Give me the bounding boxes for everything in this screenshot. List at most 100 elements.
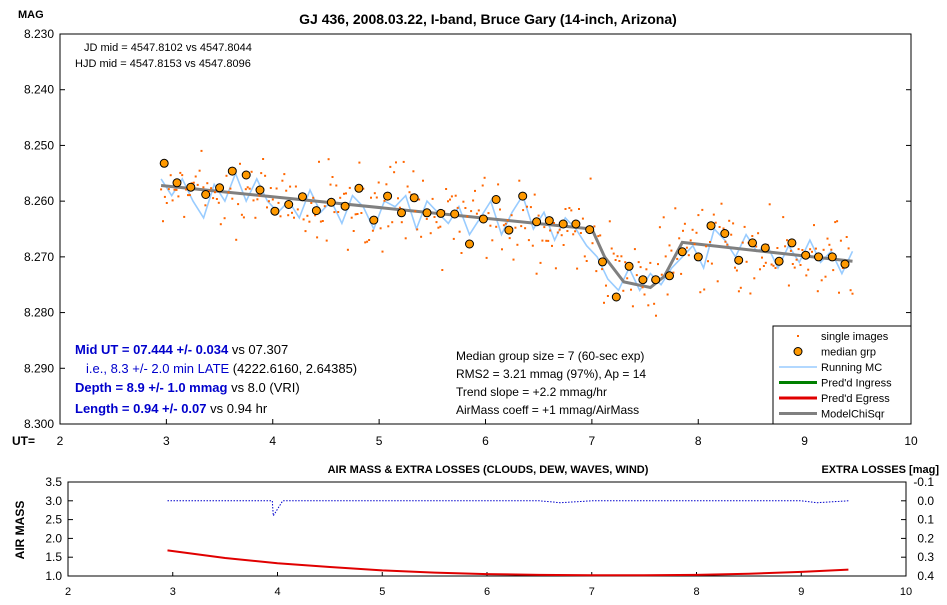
legend-swatch-circle bbox=[793, 347, 803, 356]
single-image-point bbox=[603, 301, 605, 304]
single-image-point bbox=[464, 207, 467, 209]
single-image-point bbox=[789, 249, 792, 252]
single-image-point bbox=[267, 200, 270, 203]
single-image-point bbox=[776, 247, 779, 249]
single-image-point bbox=[302, 218, 305, 221]
single-image-point bbox=[356, 213, 359, 215]
median-group-point bbox=[665, 271, 674, 281]
single-image-point bbox=[595, 270, 598, 273]
losses-tick-label: 0.3 bbox=[917, 550, 934, 564]
single-image-point bbox=[389, 165, 392, 168]
single-image-point bbox=[449, 198, 451, 201]
single-image-point bbox=[502, 224, 505, 227]
median-group-point bbox=[774, 256, 784, 266]
single-image-point bbox=[612, 252, 615, 255]
single-image-point bbox=[408, 191, 411, 194]
single-image-point bbox=[653, 302, 656, 305]
single-image-point bbox=[281, 179, 284, 182]
single-image-point bbox=[462, 200, 465, 203]
single-image-point bbox=[660, 273, 663, 276]
single-image-point bbox=[508, 237, 511, 240]
median-group-point bbox=[814, 252, 823, 262]
single-image-point bbox=[797, 248, 800, 251]
single-image-point bbox=[352, 230, 355, 232]
single-image-point bbox=[162, 220, 164, 223]
single-image-point bbox=[185, 188, 188, 191]
median-group-point bbox=[598, 257, 607, 267]
single-image-point bbox=[310, 202, 313, 204]
single-image-point bbox=[308, 220, 311, 223]
single-image-point bbox=[631, 305, 634, 308]
median-group-point bbox=[369, 215, 379, 225]
single-image-point bbox=[574, 230, 577, 233]
single-image-point bbox=[329, 183, 332, 186]
single-image-point bbox=[608, 220, 611, 223]
single-image-point bbox=[204, 204, 207, 207]
single-image-point bbox=[539, 261, 542, 264]
single-image-point bbox=[626, 277, 629, 280]
median-group-point bbox=[201, 190, 211, 199]
length-result-bold: Length = 0.94 +/- 0.07 bbox=[75, 401, 207, 416]
median-group-point bbox=[611, 292, 621, 302]
depth-result-bold: Depth = 8.9 +/- 1.0 mmag bbox=[75, 380, 228, 395]
single-image-point bbox=[668, 244, 671, 247]
single-image-point bbox=[655, 314, 657, 317]
single-image-point bbox=[339, 196, 342, 199]
airmass-x-tick-label: 10 bbox=[900, 586, 912, 598]
single-image-point bbox=[202, 186, 205, 189]
single-image-point bbox=[250, 170, 253, 173]
single-image-point bbox=[445, 188, 448, 190]
single-image-point bbox=[458, 230, 461, 233]
median-group-point bbox=[491, 195, 501, 204]
single-image-point bbox=[491, 239, 494, 242]
airmass-x-tick-label: 5 bbox=[379, 586, 385, 598]
single-image-point bbox=[745, 260, 748, 263]
single-image-point bbox=[610, 247, 613, 250]
main-plot-area bbox=[59, 33, 912, 425]
single-image-point bbox=[360, 212, 363, 214]
single-image-point bbox=[460, 252, 463, 254]
airmass-x-tick-label: 3 bbox=[170, 586, 176, 598]
median-group-point bbox=[532, 217, 542, 227]
single-image-point bbox=[371, 229, 374, 232]
single-image-point bbox=[801, 249, 804, 251]
single-image-point bbox=[741, 241, 744, 244]
single-image-point bbox=[354, 213, 357, 216]
single-image-point bbox=[291, 211, 293, 214]
single-image-point bbox=[485, 256, 488, 259]
single-image-point bbox=[219, 223, 222, 226]
single-image-point bbox=[208, 190, 211, 192]
y-tick-label: 8.300 bbox=[24, 417, 54, 431]
median-group-point bbox=[827, 252, 837, 262]
median-group-point bbox=[354, 183, 364, 193]
losses-tick-label: -0.1 bbox=[913, 475, 934, 489]
single-image-point bbox=[437, 226, 440, 229]
single-image-point bbox=[832, 269, 835, 272]
single-image-point bbox=[543, 226, 546, 229]
single-image-point bbox=[716, 280, 719, 283]
x-tick-label: 6 bbox=[482, 434, 489, 448]
single-image-point bbox=[814, 247, 817, 250]
single-image-point bbox=[813, 224, 815, 227]
single-image-point bbox=[816, 290, 819, 293]
legend-label: Pred'd Ingress bbox=[821, 378, 892, 390]
single-image-point bbox=[693, 243, 696, 246]
median-group-point bbox=[677, 247, 687, 257]
airmass-line bbox=[167, 549, 849, 577]
single-image-point bbox=[200, 149, 203, 152]
y-tick-label: 8.250 bbox=[24, 138, 54, 152]
median-group-point bbox=[186, 182, 196, 192]
single-image-point bbox=[314, 214, 317, 217]
single-image-point bbox=[601, 268, 604, 271]
single-image-point bbox=[294, 185, 297, 188]
single-image-point bbox=[672, 271, 675, 274]
median-group-point bbox=[172, 178, 182, 188]
single-image-point bbox=[414, 210, 417, 213]
single-image-point bbox=[599, 234, 602, 237]
single-image-point bbox=[429, 232, 432, 235]
single-image-point bbox=[707, 260, 709, 263]
median-group-point bbox=[585, 225, 595, 235]
airmass-tick-label: 3.5 bbox=[45, 475, 62, 489]
single-image-point bbox=[826, 237, 829, 240]
airmass-x-tick-label: 7 bbox=[589, 586, 595, 598]
